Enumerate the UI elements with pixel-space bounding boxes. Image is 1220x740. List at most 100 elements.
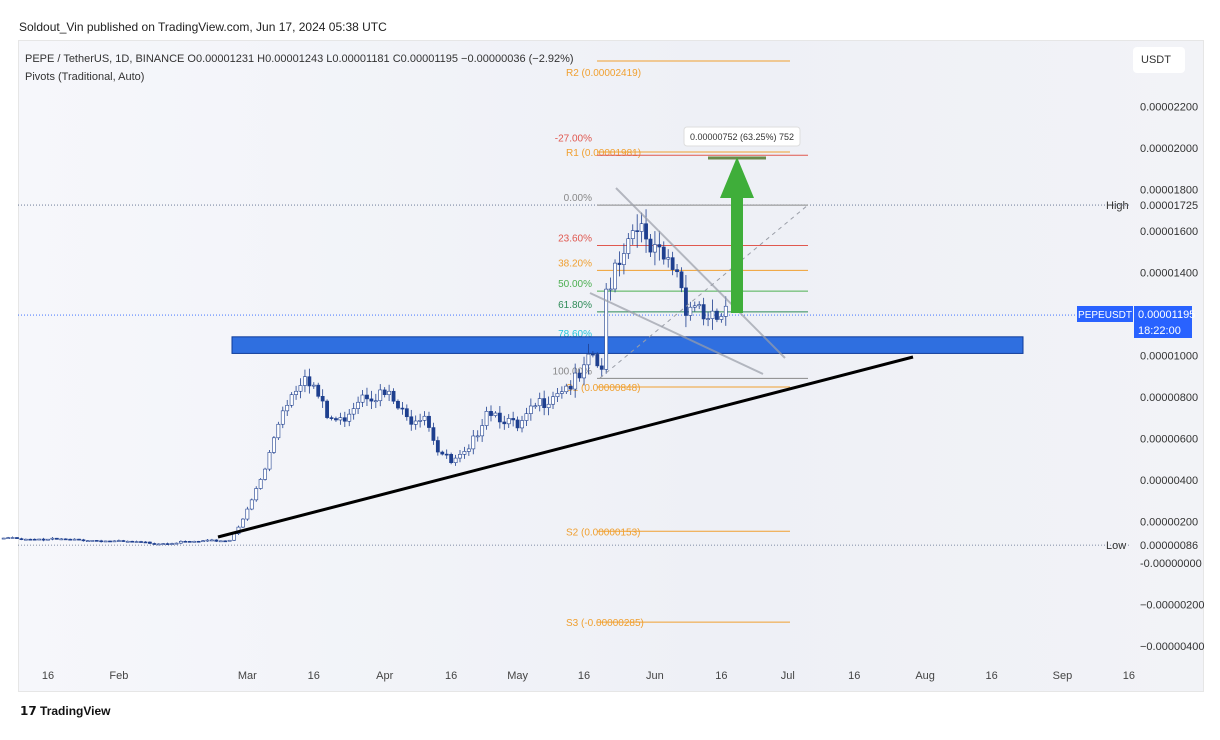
y-tick-label: 0.00000600 — [1140, 434, 1198, 446]
candle — [564, 385, 569, 393]
candle — [413, 420, 418, 425]
last-price-tag — [1134, 306, 1192, 338]
y-tick-label: 0.00002200 — [1140, 102, 1198, 114]
y-tick-label: 0.00000200 — [1140, 517, 1198, 529]
x-tick-label: 16 — [715, 670, 727, 682]
candle — [161, 543, 166, 545]
candle — [599, 365, 604, 370]
candle — [276, 423, 281, 439]
candle — [170, 543, 174, 545]
y-tick-label: 0.00001800 — [1140, 185, 1198, 197]
candle — [462, 451, 467, 455]
candle — [639, 223, 644, 232]
candle — [568, 385, 573, 390]
candle — [653, 244, 657, 253]
candle — [90, 540, 95, 542]
candle — [511, 418, 516, 421]
candle — [396, 400, 400, 409]
candle — [582, 364, 586, 379]
y-tick-label: −0.00000200 — [1140, 600, 1205, 612]
y-tick-label: 0.00000800 — [1140, 392, 1198, 404]
candle — [595, 354, 600, 367]
measure-label: 0.00000752 (63.25%) 752 — [690, 132, 794, 142]
candle — [223, 540, 228, 543]
candle — [648, 238, 653, 253]
candle — [617, 262, 622, 265]
candle — [497, 412, 502, 423]
candle — [559, 391, 564, 394]
candle — [156, 543, 161, 546]
candle — [715, 310, 719, 320]
symbol-legend: PEPE / TetherUS, 1D, BINANCE O0.00001231… — [25, 53, 574, 65]
candle — [520, 420, 524, 429]
candle — [289, 394, 294, 406]
pivot-label: R1 (0.00001981) — [566, 148, 641, 159]
candle — [329, 417, 334, 419]
candle — [298, 385, 303, 392]
pivot-label: R2 (0.00002419) — [566, 68, 641, 79]
candle — [537, 398, 542, 407]
candle — [15, 537, 19, 539]
candle — [630, 230, 635, 240]
candle — [165, 543, 170, 545]
candle — [475, 435, 480, 438]
candle — [32, 538, 37, 541]
candle — [210, 539, 214, 542]
candle — [369, 398, 374, 402]
candle — [121, 540, 126, 542]
candle — [684, 287, 688, 316]
pivot-label: S1 (0.00000848) — [566, 383, 641, 394]
x-tick-label: Jun — [646, 670, 664, 682]
candle — [533, 405, 538, 408]
candle — [187, 541, 192, 543]
indicator-legend[interactable]: Pivots (Traditional, Auto) — [25, 71, 145, 83]
candle — [466, 448, 471, 452]
candle — [201, 540, 205, 543]
fib-level-label: 100.00% — [553, 366, 593, 377]
candle — [542, 398, 547, 408]
candle — [489, 411, 493, 416]
fib-level-label: 61.80% — [558, 300, 592, 311]
candle — [356, 401, 361, 409]
brand-name: TradingView — [40, 704, 111, 718]
y-tick-label: 0.00002000 — [1140, 143, 1198, 155]
candle — [85, 540, 90, 543]
candle — [94, 540, 99, 542]
candle — [351, 408, 356, 415]
x-tick-label: Sep — [1053, 670, 1073, 682]
candle — [590, 353, 595, 356]
channel-lower — [589, 292, 764, 375]
candle — [174, 542, 179, 545]
candle — [10, 537, 15, 539]
candle — [484, 411, 489, 426]
candle — [604, 288, 609, 370]
tradingview-logo: 𝟭𝟳 TradingView — [20, 704, 111, 718]
candle — [77, 538, 81, 541]
x-tick-label: May — [507, 670, 528, 682]
pivot-label: S3 (-0.00000285) — [566, 618, 644, 629]
fib-level-label: 23.60% — [558, 234, 592, 245]
candle — [373, 400, 378, 403]
candle — [19, 538, 24, 540]
candle — [125, 540, 130, 543]
x-tick-label: 16 — [445, 670, 457, 682]
candle — [391, 390, 396, 402]
candle — [116, 540, 121, 542]
candle — [661, 246, 666, 260]
chart-pane[interactable] — [18, 40, 1204, 692]
x-tick-label: 16 — [1123, 670, 1135, 682]
low-price: 0.00000086 — [1140, 540, 1198, 552]
candle — [365, 394, 369, 400]
candle — [666, 257, 671, 260]
candle — [263, 468, 267, 480]
candle — [382, 389, 387, 395]
candle — [444, 453, 449, 456]
y-tick-label: 0.00001400 — [1140, 268, 1198, 280]
candle — [112, 540, 117, 543]
candle — [573, 372, 578, 390]
currency-button[interactable]: USDT — [1133, 47, 1185, 73]
candle — [139, 541, 143, 543]
candle — [551, 396, 555, 405]
candle — [241, 518, 245, 528]
